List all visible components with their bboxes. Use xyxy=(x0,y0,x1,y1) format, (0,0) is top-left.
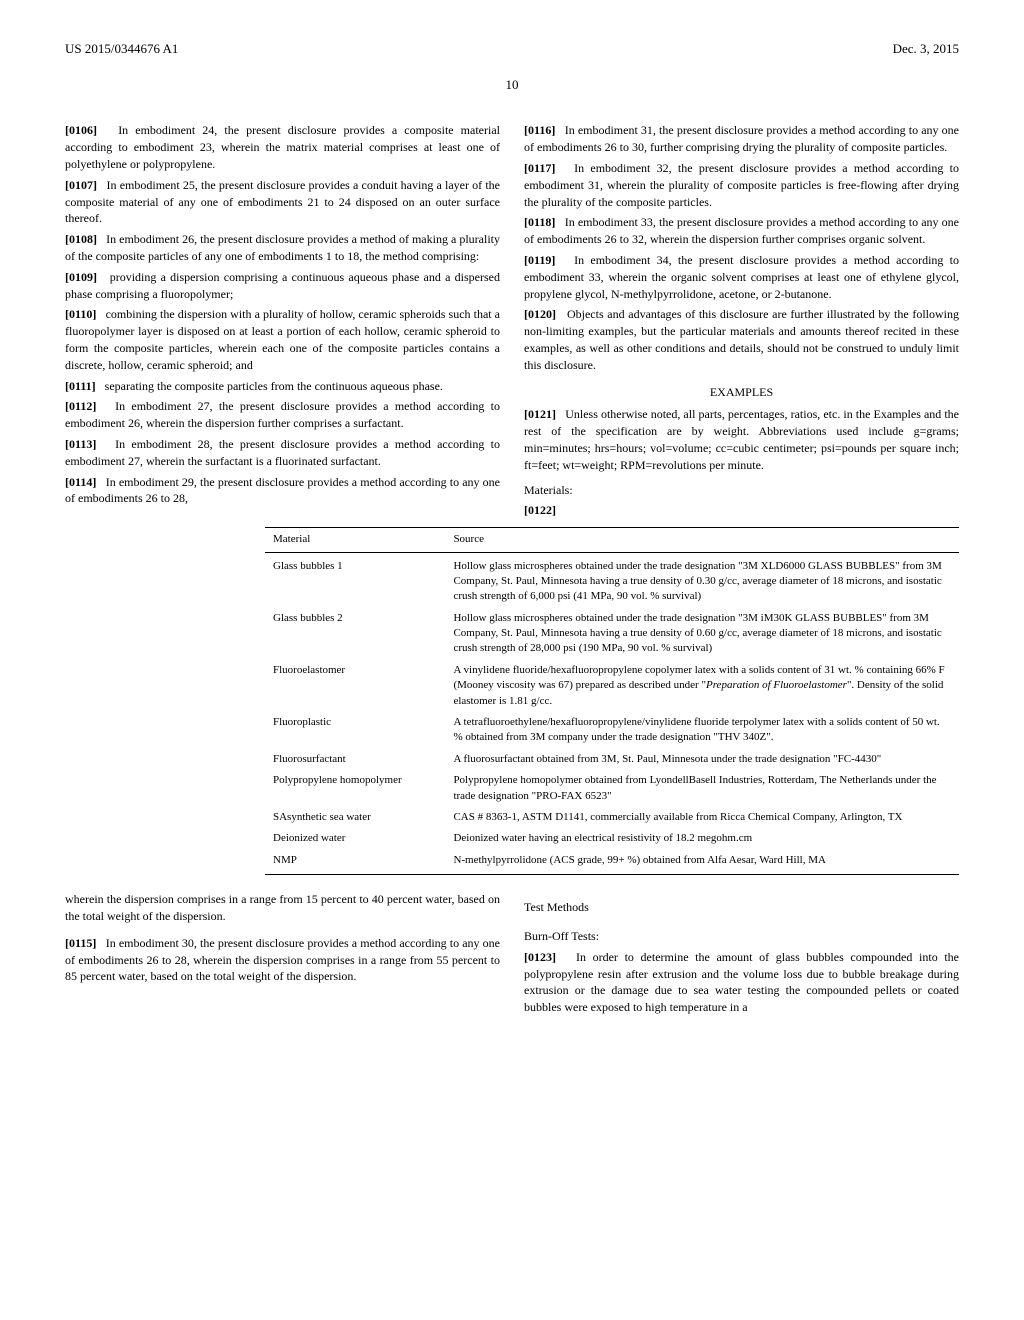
cell-source: CAS # 8363-1, ASTM D1141, commercially a… xyxy=(445,807,959,828)
para-num-0108: [0108] xyxy=(65,232,97,246)
table-row: FluorosurfactantA fluorosurfactant obtai… xyxy=(265,749,959,770)
para-text-0114: In embodiment 29, the present disclosure… xyxy=(65,475,500,506)
para-0117: [0117] In embodiment 32, the present dis… xyxy=(524,160,959,210)
para-num-0116: [0116] xyxy=(524,123,555,137)
para-num-0109: [0109] xyxy=(65,270,97,284)
para-0121: [0121] Unless otherwise noted, all parts… xyxy=(524,406,959,473)
para-text-0121: Unless otherwise noted, all parts, perce… xyxy=(524,407,959,471)
materials-table-wrapper: Material Source Glass bubbles 1Hollow gl… xyxy=(265,527,959,875)
para-text-0116: In embodiment 31, the present disclosure… xyxy=(524,123,959,154)
cell-material: Fluorosurfactant xyxy=(265,749,445,770)
bottom-right-column: Test Methods Burn-Off Tests: [0123] In o… xyxy=(524,891,959,1020)
cell-material: Glass bubbles 1 xyxy=(265,552,445,608)
para-num-0121: [0121] xyxy=(524,407,556,421)
para-text-0123: In order to determine the amount of glas… xyxy=(524,950,959,1014)
para-num-0120: [0120] xyxy=(524,307,556,321)
para-text-0119: In embodiment 34, the present disclosure… xyxy=(524,253,959,301)
top-columns: [0106] In embodiment 24, the present dis… xyxy=(65,122,959,519)
cell-source: A fluorosurfactant obtained from 3M, St.… xyxy=(445,749,959,770)
para-text-0109: providing a dispersion comprising a cont… xyxy=(65,270,500,301)
para-dispersion: wherein the dispersion comprises in a ra… xyxy=(65,891,500,925)
para-num-0111: [0111] xyxy=(65,379,96,393)
para-0112: [0112] In embodiment 27, the present dis… xyxy=(65,398,500,432)
cell-source: Hollow glass microspheres obtained under… xyxy=(445,608,959,660)
table-row: FluoroelastomerA vinylidene fluoride/hex… xyxy=(265,660,959,712)
page-number: 10 xyxy=(65,76,959,94)
para-num-0113: [0113] xyxy=(65,437,96,451)
para-0119: [0119] In embodiment 34, the present dis… xyxy=(524,252,959,302)
table-row: FluoroplasticA tetrafluoroethylene/hexaf… xyxy=(265,712,959,749)
page-header: US 2015/0344676 A1 Dec. 3, 2015 xyxy=(65,40,959,58)
para-0120: [0120] Objects and advantages of this di… xyxy=(524,306,959,373)
para-text-0111: separating the composite particles from … xyxy=(105,379,443,393)
cell-material: SAsynthetic sea water xyxy=(265,807,445,828)
para-text-0110: combining the dispersion with a pluralit… xyxy=(65,307,500,371)
cell-source: N-methylpyrrolidone (ACS grade, 99+ %) o… xyxy=(445,850,959,875)
para-0116: [0116] In embodiment 31, the present dis… xyxy=(524,122,959,156)
para-num-0118: [0118] xyxy=(524,215,555,229)
materials-label: Materials: xyxy=(524,482,959,499)
para-text-0108: In embodiment 26, the present disclosure… xyxy=(65,232,500,263)
para-num-0123: [0123] xyxy=(524,950,556,964)
cell-source: Hollow glass microspheres obtained under… xyxy=(445,552,959,608)
para-text-0107: In embodiment 25, the present disclosure… xyxy=(65,178,500,226)
cell-material: NMP xyxy=(265,850,445,875)
para-0123: [0123] In order to determine the amount … xyxy=(524,949,959,1016)
bottom-left-column: wherein the dispersion comprises in a ra… xyxy=(65,891,500,1020)
para-text-0112: In embodiment 27, the present disclosure… xyxy=(65,399,500,430)
col-material: Material xyxy=(265,528,445,552)
publication-number: US 2015/0344676 A1 xyxy=(65,40,178,58)
para-0111: [0111] separating the composite particle… xyxy=(65,378,500,395)
publication-date: Dec. 3, 2015 xyxy=(893,40,959,58)
para-text-0106: In embodiment 24, the present disclosure… xyxy=(65,123,500,171)
cell-source: A tetrafluoroethylene/hexafluoropropylen… xyxy=(445,712,959,749)
cell-source: Polypropylene homopolymer obtained from … xyxy=(445,770,959,807)
para-num-0117: [0117] xyxy=(524,161,555,175)
para-num-0114: [0114] xyxy=(65,475,96,489)
cell-material: Fluoroelastomer xyxy=(265,660,445,712)
burnoff-title: Burn-Off Tests: xyxy=(524,928,959,945)
cell-source: A vinylidene fluoride/hexafluoropropylen… xyxy=(445,660,959,712)
para-0107: [0107] In embodiment 25, the present dis… xyxy=(65,177,500,227)
para-0110: [0110] combining the dispersion with a p… xyxy=(65,306,500,373)
para-num-0115: [0115] xyxy=(65,936,96,950)
para-text-0115: In embodiment 30, the present disclosure… xyxy=(65,936,500,984)
para-num-0106: [0106] xyxy=(65,123,97,137)
para-0109: [0109] providing a dispersion comprising… xyxy=(65,269,500,303)
para-0114: [0114] In embodiment 29, the present dis… xyxy=(65,474,500,508)
table-row: Glass bubbles 1Hollow glass microspheres… xyxy=(265,552,959,608)
table-header-row: Material Source xyxy=(265,528,959,552)
cell-material: Deionized water xyxy=(265,828,445,849)
para-num-0110: [0110] xyxy=(65,307,96,321)
col-source: Source xyxy=(445,528,959,552)
examples-title: EXAMPLES xyxy=(524,384,959,401)
para-num-0107: [0107] xyxy=(65,178,97,192)
cell-material: Glass bubbles 2 xyxy=(265,608,445,660)
cell-source: Deionized water having an electrical res… xyxy=(445,828,959,849)
cell-material: Polypropylene homopolymer xyxy=(265,770,445,807)
right-column: [0116] In embodiment 31, the present dis… xyxy=(524,122,959,519)
cell-material: Fluoroplastic xyxy=(265,712,445,749)
para-num-0112: [0112] xyxy=(65,399,96,413)
table-row: SAsynthetic sea waterCAS # 8363-1, ASTM … xyxy=(265,807,959,828)
left-column: [0106] In embodiment 24, the present dis… xyxy=(65,122,500,519)
para-text-0118: In embodiment 33, the present disclosure… xyxy=(524,215,959,246)
para-0113: [0113] In embodiment 28, the present dis… xyxy=(65,436,500,470)
para-0108: [0108] In embodiment 26, the present dis… xyxy=(65,231,500,265)
table-row: NMPN-methylpyrrolidone (ACS grade, 99+ %… xyxy=(265,850,959,875)
table-row: Deionized waterDeionized water having an… xyxy=(265,828,959,849)
table-row: Polypropylene homopolymerPolypropylene h… xyxy=(265,770,959,807)
bottom-columns: wherein the dispersion comprises in a ra… xyxy=(65,891,959,1020)
test-methods-title: Test Methods xyxy=(524,899,959,916)
materials-table: Material Source Glass bubbles 1Hollow gl… xyxy=(265,527,959,875)
para-0118: [0118] In embodiment 33, the present dis… xyxy=(524,214,959,248)
para-num-0119: [0119] xyxy=(524,253,555,267)
para-0106: [0106] In embodiment 24, the present dis… xyxy=(65,122,500,172)
para-0115: [0115] In embodiment 30, the present dis… xyxy=(65,935,500,985)
para-text-0117: In embodiment 32, the present disclosure… xyxy=(524,161,959,209)
para-text-0113: In embodiment 28, the present disclosure… xyxy=(65,437,500,468)
para-text-0120: Objects and advantages of this disclosur… xyxy=(524,307,959,371)
table-row: Glass bubbles 2Hollow glass microspheres… xyxy=(265,608,959,660)
para-num-0122: [0122] xyxy=(524,502,959,519)
